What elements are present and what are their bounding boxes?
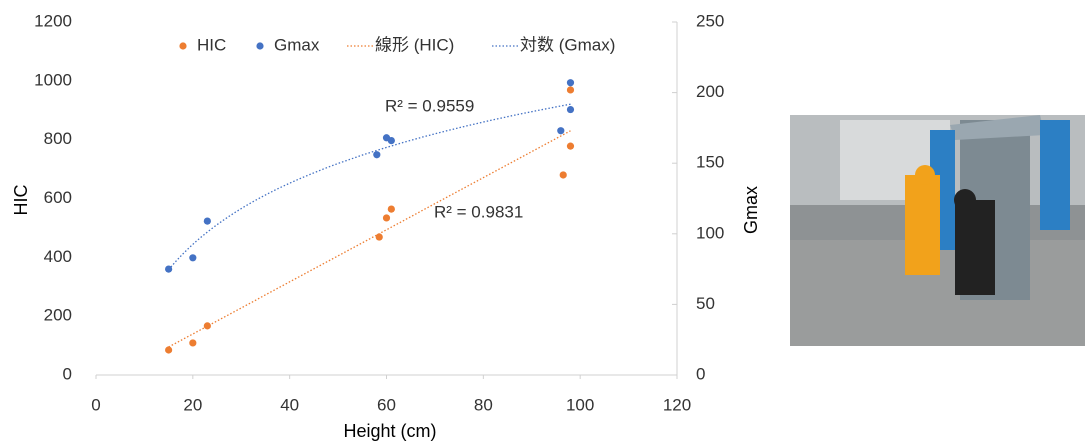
point <box>566 86 575 94</box>
annotation: R² = 0.9559 <box>385 96 474 115</box>
x-tick-label: 120 <box>663 395 691 414</box>
x-tick-label: 20 <box>183 395 202 414</box>
y2-tick-label: 50 <box>696 294 715 313</box>
x-tick-label: 0 <box>91 395 100 414</box>
y-tick-label: 0 <box>63 364 72 383</box>
y2-tick-label: 100 <box>696 223 724 242</box>
point <box>375 233 383 241</box>
point <box>566 79 575 87</box>
point <box>189 254 197 262</box>
trendline <box>168 103 571 271</box>
trendline <box>168 130 571 348</box>
y-tick-label: 800 <box>44 129 72 148</box>
point <box>387 137 395 145</box>
y-tick-label: 600 <box>44 188 72 207</box>
y2-tick-label: 0 <box>696 364 705 383</box>
x-tick-label: 40 <box>280 395 299 414</box>
photo <box>790 115 1085 346</box>
legend-label: Gmax <box>274 35 320 54</box>
point <box>557 127 565 135</box>
y-tick-label: 200 <box>44 306 72 325</box>
point <box>566 142 575 150</box>
legend-label: 線形 (HIC) <box>375 35 454 54</box>
x-tick-label: 100 <box>566 395 594 414</box>
point <box>165 265 173 273</box>
y-axis-label: HIC <box>11 185 31 216</box>
annotation: R² = 0.9831 <box>434 202 523 221</box>
x-tick-label: 80 <box>474 395 493 414</box>
point <box>203 217 211 225</box>
point <box>189 339 197 347</box>
point <box>165 346 173 354</box>
y-tick-label: 400 <box>44 247 72 266</box>
y-tick-label: 1200 <box>34 11 72 30</box>
point <box>387 205 395 213</box>
y2-tick-label: 150 <box>696 153 724 172</box>
legend-label: HIC <box>197 35 226 54</box>
y2-tick-label: 200 <box>696 82 724 101</box>
y2-axis-label: Gmax <box>741 186 761 234</box>
point <box>566 105 575 114</box>
point <box>382 214 391 222</box>
x-axis-label: Height (cm) <box>343 421 436 441</box>
y2-tick-label: 250 <box>696 11 724 30</box>
y-tick-label: 1000 <box>34 70 72 89</box>
legend-marker <box>179 42 187 50</box>
legend-marker <box>256 42 264 50</box>
legend-label: 対数 (Gmax) <box>520 35 615 54</box>
point <box>373 151 381 159</box>
x-tick-label: 60 <box>377 395 396 414</box>
point <box>203 322 211 330</box>
point <box>559 171 567 179</box>
